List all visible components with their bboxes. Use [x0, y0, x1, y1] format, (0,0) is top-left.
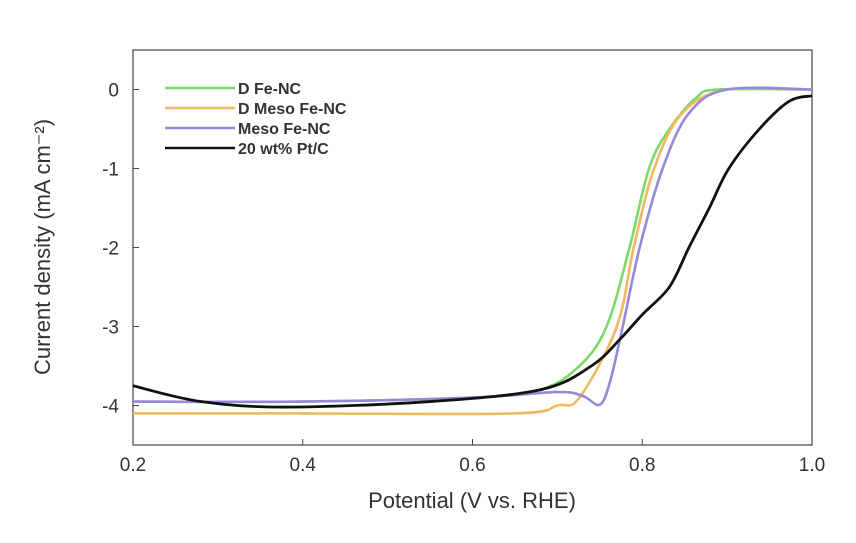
series-line-1: [132, 87, 813, 404]
y-axis-label: Current density (mA cm⁻²): [30, 119, 55, 375]
y-tick-label: -3: [102, 318, 119, 339]
x-tick-label: 0.2: [120, 455, 146, 476]
y-tick-label: -4: [102, 397, 119, 418]
series-line-4: [132, 94, 813, 409]
legend-label: D Meso Fe-NC: [238, 101, 347, 118]
legend-label: Meso Fe-NC: [238, 121, 331, 138]
y-tick-label: 0: [108, 81, 119, 102]
x-tick-label: 0.6: [459, 455, 485, 476]
legend-label: 20 wt% Pt/C: [238, 141, 329, 158]
x-tick-label: 0.4: [290, 455, 317, 476]
x-axis-label: Potential (V vs. RHE): [368, 488, 576, 513]
x-tick-label: 1.0: [799, 455, 825, 476]
legend-label: D Fe-NC: [238, 81, 302, 98]
y-tick-label: -1: [102, 160, 119, 181]
x-tick-label: 0.8: [629, 455, 655, 476]
series-line-3: [132, 86, 813, 407]
y-tick-label: -2: [102, 239, 119, 260]
series-line-2: [133, 86, 813, 416]
